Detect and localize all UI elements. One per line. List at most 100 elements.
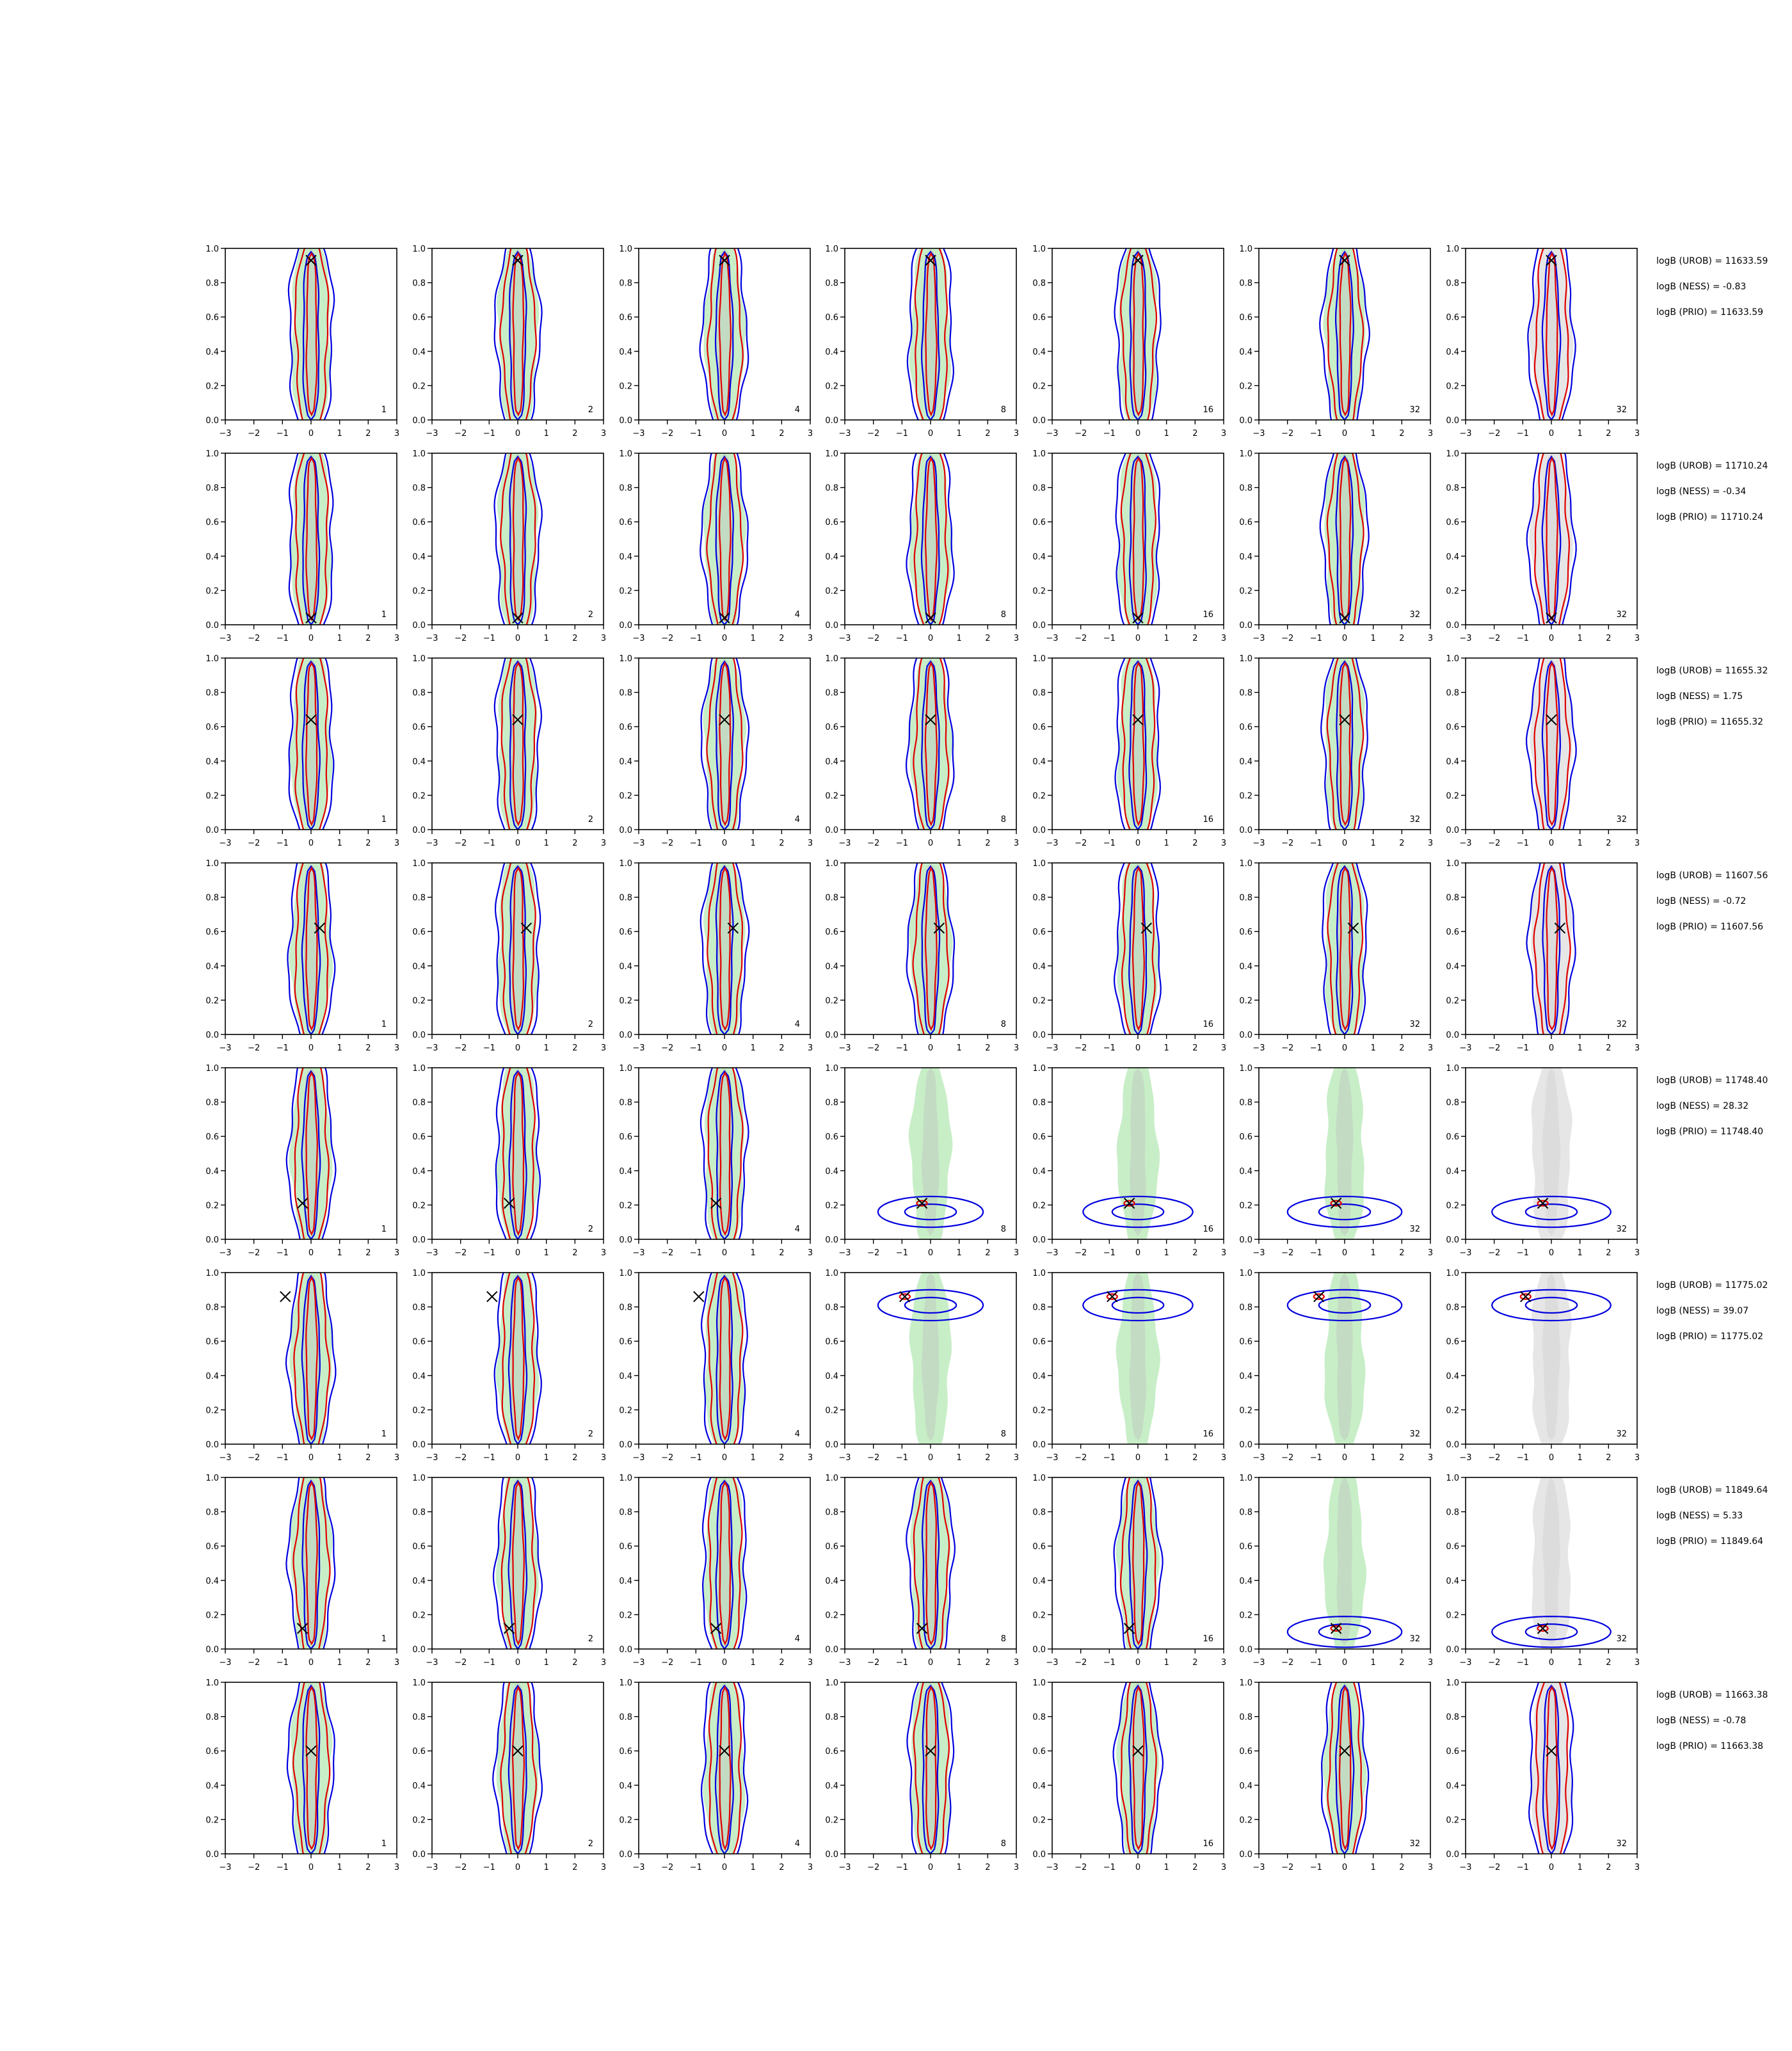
y-tick-label: 1.0 [1239,1269,1252,1278]
y-tick-label: 0.8 [1446,1508,1459,1518]
x-tick-label: 3 [1428,839,1433,848]
y-tick-label: 0.2 [1032,791,1046,801]
blue-contour-outer [286,1682,335,1854]
contour-layer [693,1273,748,1444]
true-value-marker [925,714,936,726]
blue-contour-inner [715,660,734,830]
x-tick-label: 3 [1014,1863,1019,1872]
x-tick-label: −1 [896,1043,908,1053]
x-tick-label: −3 [1459,634,1471,643]
red-contour-inner [1133,252,1144,417]
y-tick-label: 0.2 [1032,1201,1046,1210]
true-value-marker [305,714,317,726]
reference-density-core [1336,1273,1353,1441]
red-contour-outer [292,1477,331,1649]
logB-text: logB (PRIO) = 11775.02 [1656,1331,1763,1342]
y-tick-label: 0.4 [825,1372,838,1381]
logB-annotation-row-3: logB (UROB) = 11655.32 logB (NESS) = 1.75… [1656,666,1768,727]
red-contour-inner [719,1685,732,1851]
x-tick-label: −3 [1459,429,1471,438]
x-tick-label: −3 [1252,1658,1265,1668]
x-tick-label: 2 [365,1453,371,1463]
x-tick-label: −1 [690,1453,702,1463]
x-tick-label: 0 [515,839,520,848]
x-tick-label: 2 [572,1658,577,1668]
panel-r8-c2: −3 −2 −1 0 1 2 3 0.0 0.2 0.4 0.6 0.8 1.0 2 [412,1678,606,1872]
x-tick-label: −3 [426,1863,438,1872]
x-tick-label: 2 [985,1863,990,1872]
x-tick-label: 1 [751,1043,756,1053]
y-tick-label: 0.8 [619,1713,632,1723]
x-tick-label: 3 [808,1863,813,1872]
red-contour-inner [305,661,318,826]
x-tick-label: −2 [1075,1248,1087,1258]
red-contour-outer [1326,453,1364,625]
y-tick-label: 0.6 [205,1132,219,1142]
y-tick-label: 0.6 [619,928,632,937]
y-tick-label: 0.4 [205,1577,219,1586]
x-tick-label: −1 [276,1863,289,1872]
reference-density-core [921,1273,940,1441]
y-tick-label: 0.0 [1446,1850,1459,1860]
blue-contour-inner [904,1296,957,1314]
panel-r6-c1: −3 −2 −1 0 1 2 3 0.0 0.2 0.4 0.6 0.8 1.0 1 [205,1269,399,1463]
x-tick-label: 3 [1428,1043,1433,1053]
y-tick-label: 0.4 [1446,757,1459,767]
x-tick-label: −1 [896,634,908,643]
column-label: 2 [588,1839,593,1849]
x-tick-label: −1 [483,1658,495,1668]
panel-r5-c2: −3 −2 −1 0 1 2 3 0.0 0.2 0.4 0.6 0.8 1.0 2 [412,1064,606,1258]
column-label: 8 [1001,405,1006,415]
x-tick-label: 0 [1135,1453,1140,1463]
y-tick-label: 1.0 [1239,1064,1252,1074]
blue-contour-inner [715,455,734,625]
contour-layer [1114,658,1162,830]
true-value-marker [1537,1198,1549,1209]
x-tick-label: −1 [896,839,908,848]
blue-contour-inner [509,660,527,830]
true-value-marker [1339,714,1350,726]
column-label: 1 [381,1634,387,1644]
blue-contour-outer [1491,1289,1612,1322]
x-tick-label: 3 [394,634,399,643]
y-tick-label: 0.2 [1239,996,1252,1006]
x-tick-label: 0 [1342,429,1347,438]
blue-contour-outer [905,658,955,830]
contour-layer [699,248,749,420]
x-tick-label: −2 [454,634,467,643]
x-tick-label: −2 [454,1863,467,1872]
blue-contour-inner [1541,660,1562,830]
column-label: 2 [588,1429,593,1439]
x-tick-label: 0 [1549,1863,1554,1872]
y-tick-label: 0.8 [205,1508,219,1518]
y-tick-label: 1.0 [1032,1474,1046,1483]
contour-layer [495,1068,541,1239]
y-tick-label: 0.8 [1446,279,1459,289]
reference-density-core [921,1068,940,1236]
x-tick-label: 3 [1221,429,1226,438]
y-tick-label: 0.0 [1239,1850,1252,1860]
x-tick-label: 2 [779,634,784,643]
x-tick-label: 1 [957,1248,962,1258]
y-tick-label: 0.4 [825,552,838,562]
x-tick-label: 1 [1371,1453,1376,1463]
x-tick-label: 2 [1192,839,1197,848]
x-tick-label: 1 [1164,1863,1169,1872]
x-tick-label: 3 [1428,1248,1433,1258]
x-tick-label: 1 [1578,1248,1583,1258]
y-tick-label: 0.0 [825,416,838,426]
x-tick-label: 0 [928,1043,933,1053]
x-tick-label: −3 [1459,1043,1471,1053]
x-tick-label: 3 [601,429,606,438]
x-tick-label: −3 [838,1453,851,1463]
blue-contour-outer [700,1682,749,1854]
y-tick-label: 0.8 [1446,689,1459,698]
y-tick-label: 0.4 [1032,757,1046,767]
x-tick-label: 2 [779,1248,784,1258]
blue-contour-inner [1541,250,1562,420]
x-tick-label: 3 [601,1658,606,1668]
x-tick-label: −2 [454,429,467,438]
y-tick-label: 0.6 [1446,313,1459,323]
true-value-marker [1339,612,1350,623]
y-tick-label: 0.8 [1239,279,1252,289]
